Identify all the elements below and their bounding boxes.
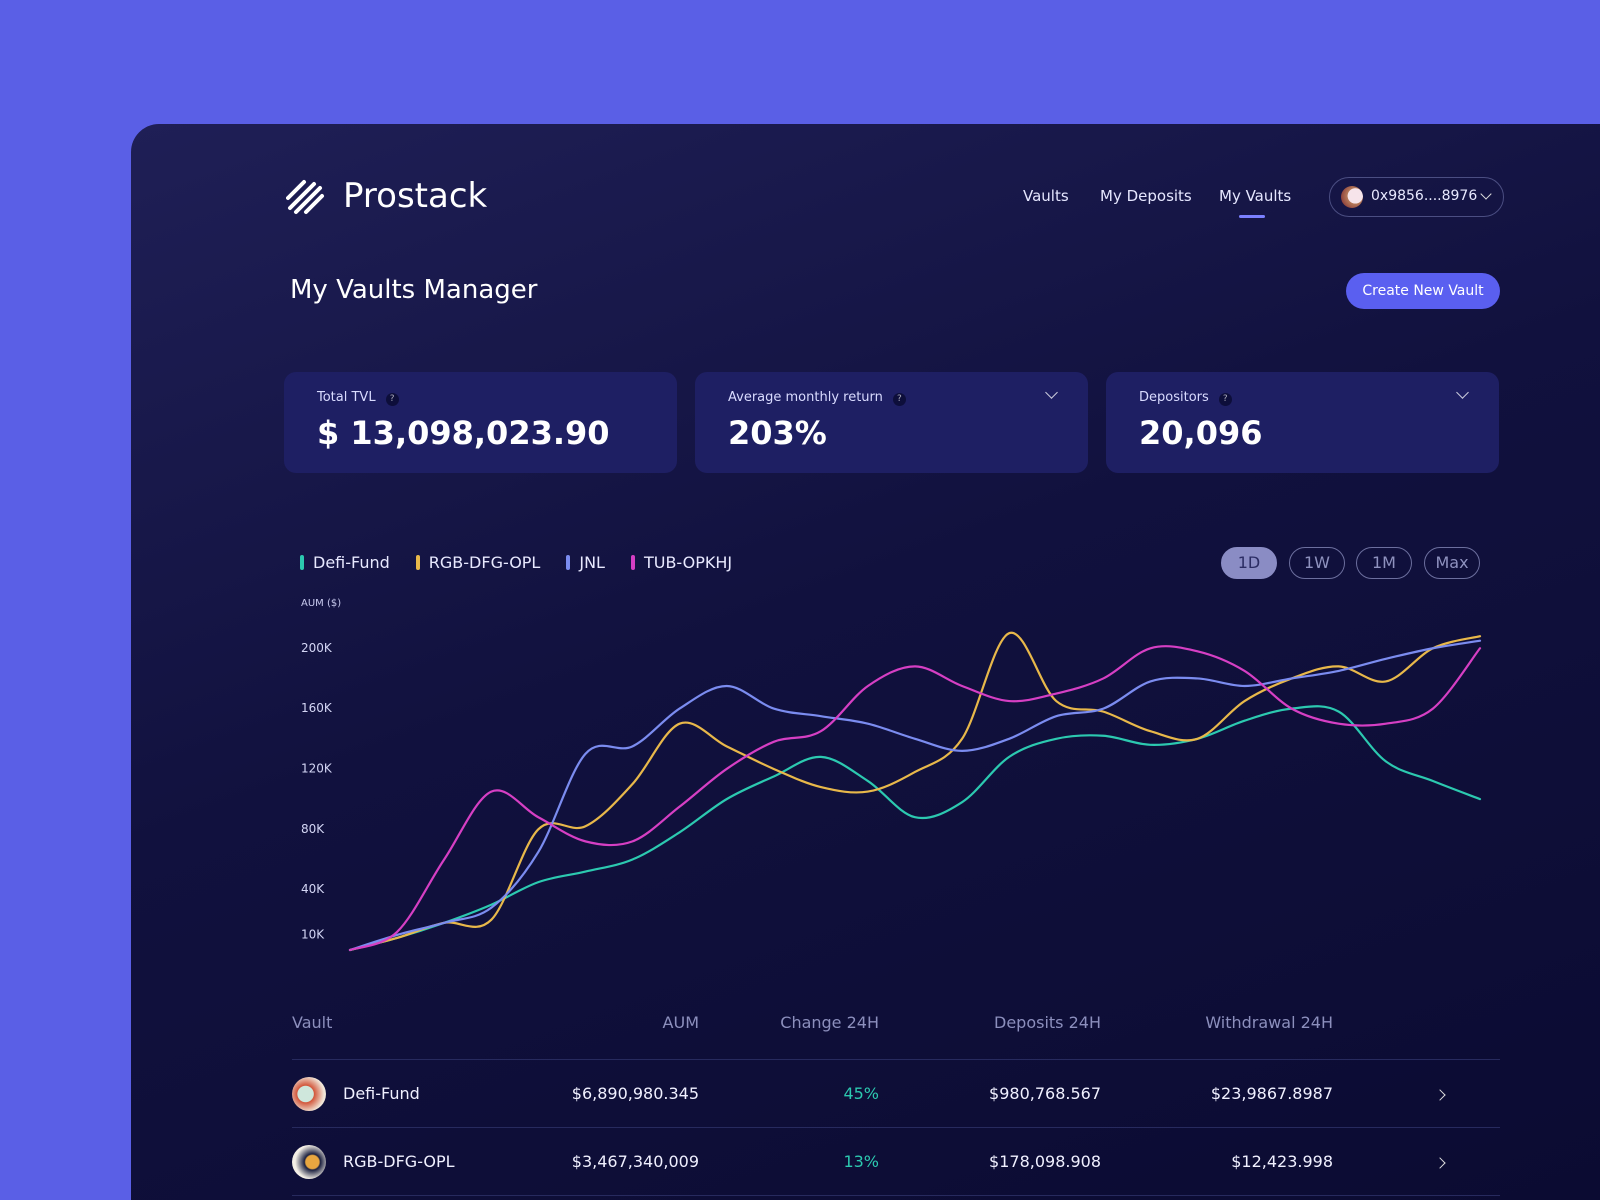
help-icon[interactable]: ? xyxy=(892,393,906,406)
cell: RGB-DFG-OPL xyxy=(343,1152,455,1171)
stat-value: $ 13,098,023.90 xyxy=(317,414,610,452)
cell: $178,098.908 xyxy=(989,1152,1101,1171)
help-icon[interactable]: ? xyxy=(1218,393,1232,406)
cell: $980,768.567 xyxy=(989,1084,1101,1103)
cell: 13% xyxy=(843,1152,879,1171)
vault-avatar xyxy=(292,1077,326,1111)
y-tick-label: 10K xyxy=(301,927,325,941)
wallet-avatar xyxy=(1341,186,1363,208)
separator xyxy=(292,1059,1500,1060)
nav-link[interactable]: Vaults xyxy=(1023,187,1069,205)
stat-label-text: Total TVL xyxy=(317,390,376,405)
dropdown-caret[interactable] xyxy=(1045,386,1058,399)
legend-item[interactable]: RGB-DFG-OPL xyxy=(415,553,541,572)
stat-value: 203% xyxy=(728,414,827,452)
column-header: Change 24H xyxy=(780,1013,879,1032)
range-button[interactable]: 1M xyxy=(1356,547,1412,579)
stat-card: Average monthly return? 203% xyxy=(695,372,1088,473)
y-tick-label: 80K xyxy=(301,822,325,836)
cell: $23,9867.8987 xyxy=(1210,1084,1333,1103)
series-line xyxy=(348,645,1482,952)
legend-label: TUB-OPKHJ xyxy=(643,553,733,572)
legend-swatch xyxy=(630,555,635,570)
column-header: Deposits 24H xyxy=(994,1013,1101,1032)
y-tick-label: 120K xyxy=(301,761,333,775)
range-button[interactable]: Max xyxy=(1424,547,1480,579)
column-header: Withdrawal 24H xyxy=(1205,1013,1333,1032)
chart: AUM ($) 10K 40K 80K 120K 160K 200K xyxy=(301,598,1482,952)
legend-item[interactable]: Defi-Fund xyxy=(300,553,390,572)
range-button[interactable]: 1W xyxy=(1289,547,1345,579)
range-button[interactable]: 1D xyxy=(1221,547,1277,579)
wallet-address: 0x9856....8976 xyxy=(1371,188,1478,204)
separator xyxy=(292,1195,1500,1196)
stat-label: Depositors? xyxy=(1139,390,1232,406)
legend-label: Defi-Fund xyxy=(313,553,390,572)
dropdown-caret[interactable] xyxy=(1456,386,1469,399)
legend-swatch xyxy=(566,555,571,570)
stat-label: Average monthly return? xyxy=(728,390,906,406)
stat-label-text: Average monthly return xyxy=(728,390,883,405)
y-axis-label: AUM ($) xyxy=(301,598,341,609)
page-title: My Vaults Manager xyxy=(290,275,538,305)
wallet-caret xyxy=(1480,188,1492,200)
legend-swatch xyxy=(415,555,420,570)
y-tick-label: 200K xyxy=(301,641,333,655)
cell: $6,890,980.345 xyxy=(571,1084,699,1103)
y-tick-label: 40K xyxy=(301,882,325,896)
stat-label: Total TVL? xyxy=(317,390,399,406)
create-button[interactable]: Create New Vault xyxy=(1346,273,1500,309)
series-line xyxy=(348,705,1482,952)
nav-link[interactable]: My Deposits xyxy=(1100,187,1192,205)
series-line xyxy=(348,631,1482,952)
stat-card: Total TVL? $ 13,098,023.90 xyxy=(284,372,677,473)
legend: Defi-Fund RGB-DFG-OPL JNL TUB-OPKHJ xyxy=(300,553,732,572)
legend-item[interactable]: JNL xyxy=(566,553,605,572)
legend-swatch xyxy=(300,555,304,570)
column-header: Vault xyxy=(292,1013,333,1032)
logo xyxy=(286,180,324,214)
cell: Defi-Fund xyxy=(343,1084,420,1103)
cell: $3,467,340,009 xyxy=(571,1152,699,1171)
column-header: AUM xyxy=(662,1013,699,1032)
vault-avatar xyxy=(292,1145,326,1179)
wallet-pill[interactable]: 0x9856....8976 xyxy=(1329,177,1504,217)
legend-item[interactable]: TUB-OPKHJ xyxy=(630,553,733,572)
nav-underline xyxy=(1239,215,1265,218)
series-line xyxy=(348,639,1482,952)
stat-card: Depositors? 20,096 xyxy=(1106,372,1499,473)
y-tick-label: 160K xyxy=(301,701,333,715)
legend-label: RGB-DFG-OPL xyxy=(428,553,541,572)
help-icon[interactable]: ? xyxy=(385,393,399,406)
cell: 45% xyxy=(843,1084,879,1103)
legend-label: JNL xyxy=(579,553,605,572)
stat-label-text: Depositors xyxy=(1139,390,1209,405)
brand: Prostack xyxy=(343,176,488,216)
cell: $12,423.998 xyxy=(1231,1152,1333,1171)
stat-value: 20,096 xyxy=(1139,414,1263,452)
separator xyxy=(292,1127,1500,1128)
nav-link[interactable]: My Vaults xyxy=(1219,187,1292,205)
